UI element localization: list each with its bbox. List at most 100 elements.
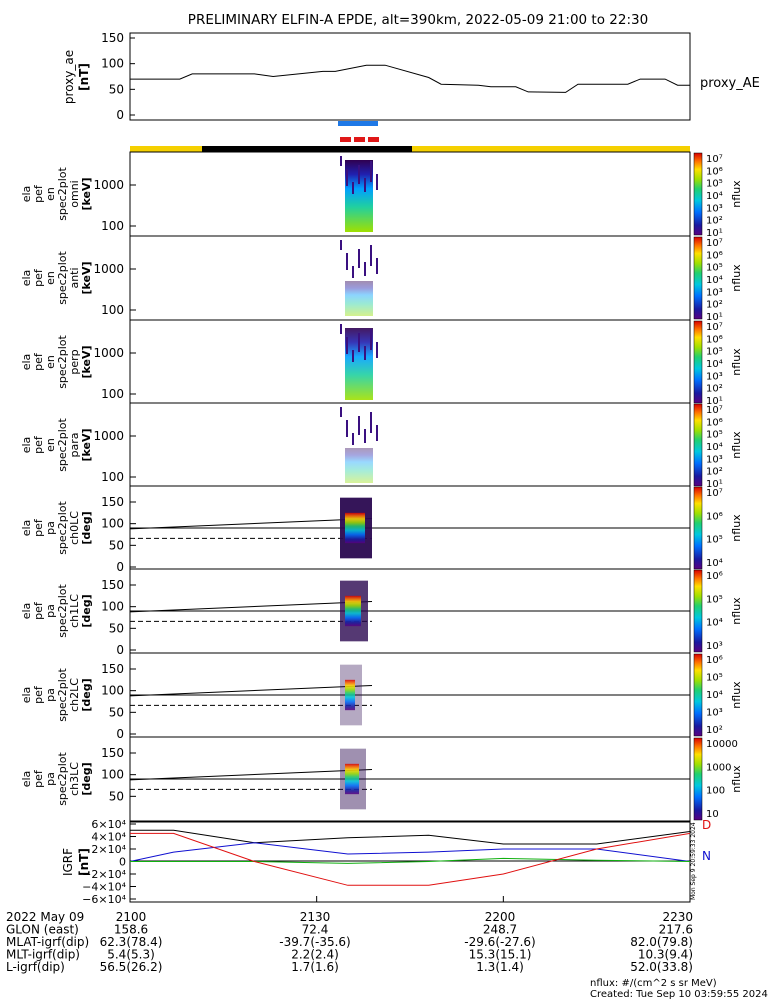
- colorbar-tick-label: 10⁶: [706, 334, 723, 345]
- pitch-angle-data-core: [345, 595, 361, 627]
- sunlight-segment: [130, 146, 202, 152]
- colorbar-tick-label: 10³: [706, 287, 723, 298]
- spectrogram-data-streak: [340, 156, 342, 166]
- loss-cone-line: [129, 684, 373, 697]
- info-row-label: GLON (east): [6, 923, 79, 937]
- spectrogram-data-streak: [358, 165, 360, 184]
- footer-created: Created: Tue Sep 10 03:59:55 2024: [590, 989, 768, 1000]
- spectrogram-data-streak: [376, 174, 378, 190]
- pitch-angle-ytick-label: 100: [101, 600, 124, 614]
- orbit-info-table: 2022 May 09 2100 2130 2200 2230 GLON (east) 15…: [6, 910, 693, 974]
- spectrogram-data-streak: [340, 240, 342, 250]
- ae-ylabel-line: proxy_ae: [62, 50, 76, 104]
- pitch-angle-ylabel-line: ch0LC: [68, 511, 81, 545]
- colorbar-tick-label: 10²: [706, 300, 723, 311]
- spectrogram-ytick-label: 1000: [93, 178, 124, 192]
- spectrogram-data-streak: [370, 245, 372, 266]
- info-row-value: 248.7: [483, 923, 517, 937]
- sunlight-bar: [130, 146, 690, 152]
- pitch-angle-ylabel-line: [deg]: [80, 594, 93, 627]
- pitch-angle-ylabel-line: spec2plot: [56, 668, 69, 722]
- loss-cone-line: [129, 768, 373, 781]
- spectrogram-data-streak: [370, 161, 372, 182]
- info-row-value: 62.3(78.4): [100, 935, 163, 949]
- ae-ytick-label: 0: [116, 108, 124, 122]
- spectrogram-data-streak: [352, 182, 354, 194]
- pitch-angle-ytick-label: 150: [101, 662, 124, 676]
- spectrogram-data-streak: [358, 416, 360, 435]
- time-axis-ticks: [129, 896, 691, 902]
- spectrogram-ytick-label: 1000: [93, 262, 124, 276]
- colorbar-label: nflux: [730, 597, 743, 625]
- colorbar-tick-label: 10: [706, 809, 719, 820]
- info-row-value: 158.6: [114, 923, 148, 937]
- colorbar-label: nflux: [730, 514, 743, 542]
- pitch-angle-ylabel-line: pef: [32, 685, 45, 704]
- ae-ytick-label: 50: [109, 82, 124, 96]
- pitch-angle-ytick-label: 50: [109, 705, 124, 719]
- spectrogram-ylabel-line: [keV]: [80, 345, 93, 378]
- spectrogram-ylabel-line: en: [44, 187, 57, 201]
- spectrogram-data-streak: [364, 429, 366, 443]
- colorbar-tick-label: 1000: [706, 762, 731, 773]
- igrf-legend-d: D: [702, 818, 711, 832]
- colorbar-tick-label: 10²: [706, 216, 723, 227]
- spectrogram-ylabel-line: pef: [32, 268, 45, 287]
- science-zone-red-dash: [340, 137, 351, 142]
- spectrogram-ylabel-line: spec2plot: [56, 167, 69, 221]
- pitch-angle-ylabel-line: [deg]: [80, 762, 93, 795]
- pitch-angle-ytick-label: 150: [101, 746, 124, 760]
- pitch-angle-ylabel-line: [deg]: [80, 678, 93, 711]
- spectrogram-data-streak: [370, 329, 372, 350]
- spectrogram-frame: [129, 151, 691, 237]
- colorbar: [693, 737, 703, 821]
- info-row-value: 15.3(15.1): [469, 948, 532, 962]
- pitch-angle-ylabel-line: pef: [32, 769, 45, 788]
- spectrogram-data-streak: [364, 262, 366, 276]
- spectrogram-data-region: [345, 448, 373, 483]
- pitch-angle-ylabel-line: pa: [44, 772, 57, 786]
- ae-ytick-label: 150: [101, 31, 124, 45]
- spectrogram-data-streak: [364, 178, 366, 192]
- colorbar-tick-label: 10⁵: [706, 179, 723, 190]
- igrf-ytick-label: 6×10⁴: [91, 818, 126, 831]
- colorbar-tick-label: 10³: [706, 454, 723, 465]
- colorbar-tick-label: 100: [706, 786, 725, 797]
- pitch-angle-ylabel-line: spec2plot: [56, 752, 69, 806]
- spectrogram-data-streak: [340, 324, 342, 334]
- spectrogram-ylabel-line: ela: [20, 270, 33, 287]
- ae-yticks: 150 100 50 0: [101, 31, 135, 122]
- spectrogram-ylabel-line: omni: [68, 180, 81, 207]
- colorbar-tick-label: 10⁷: [706, 322, 723, 333]
- colorbar-tick-label: 10¹: [706, 312, 723, 323]
- info-row-value: 10.3(9.4): [638, 948, 693, 962]
- colorbar-tick-label: 10⁶: [706, 571, 723, 582]
- pitch-angle-panel: 150 100 50 0 ela pef pa spec2plot ch2LC [deg] 10⁶ 1…: [20, 652, 743, 741]
- pitch-angle-ylabel-line: ela: [20, 771, 33, 788]
- spectrogram-data-streak: [358, 333, 360, 352]
- ae-ytick-label: 100: [101, 57, 124, 71]
- igrf-series: [129, 829, 691, 886]
- info-row-value: 2100: [116, 910, 147, 924]
- info-row-label: MLAT-igrf(dip): [6, 935, 89, 949]
- spectrogram-data-streak: [376, 342, 378, 358]
- pitch-angle-ylabel-line: ela: [20, 687, 33, 704]
- colorbar-label: nflux: [730, 264, 743, 292]
- pitch-angle-ylabel-line: pa: [44, 688, 57, 702]
- sunlight-segment: [412, 146, 690, 152]
- pitch-angle-ylabel-line: ch3LC: [68, 762, 81, 796]
- colorbar: [693, 403, 703, 487]
- spectrogram-ylabel-line: pef: [32, 352, 45, 371]
- loss-cone-line: [129, 600, 373, 613]
- pitch-angle-data-core: [345, 512, 365, 544]
- figure-title: PRELIMINARY ELFIN-A EPDE, alt=390km, 202…: [188, 12, 648, 28]
- igrf-ytick-label: −2×10⁴: [82, 868, 126, 881]
- igrf-series-line: [129, 842, 691, 862]
- igrf-ylabel-line: IGRF: [61, 848, 75, 876]
- colorbar-label: nflux: [730, 431, 743, 459]
- science-zone-red-dashes: [340, 137, 379, 142]
- spectrogram-ylabel-line: [keV]: [80, 428, 93, 461]
- colorbar-tick-label: 10⁷: [706, 405, 723, 416]
- info-row-value: -29.6(-27.6): [464, 935, 535, 949]
